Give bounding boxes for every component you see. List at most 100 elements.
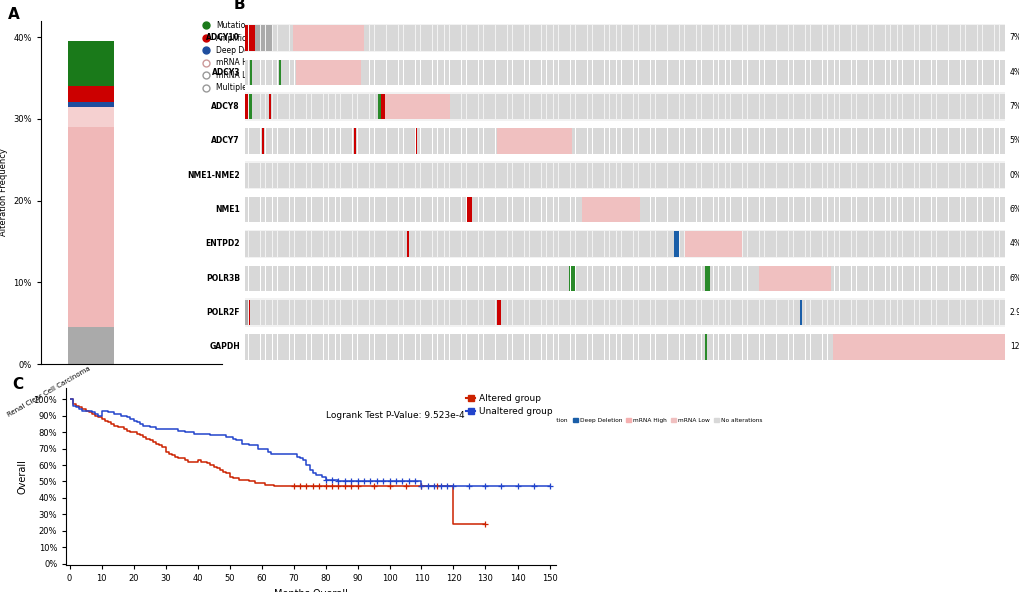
Bar (958, 128, 959, 153)
Bar (713, 25, 714, 50)
Bar (868, 197, 869, 222)
Bar (609, 60, 610, 85)
Bar (853, 197, 854, 222)
Bar (725, 60, 727, 85)
Bar (650, 197, 651, 222)
Bar (254, 60, 255, 85)
Bar (327, 231, 328, 256)
Bar (757, 300, 758, 325)
Bar (658, 197, 660, 222)
Bar (539, 266, 541, 291)
Bar (549, 266, 551, 291)
Bar (902, 266, 903, 291)
Bar (605, 60, 607, 85)
Bar (556, 94, 557, 119)
Bar (863, 163, 864, 188)
Bar (803, 197, 805, 222)
Bar (791, 300, 793, 325)
Bar (310, 197, 311, 222)
Bar (435, 197, 437, 222)
Bar (651, 197, 653, 222)
Bar (815, 334, 816, 359)
Bar (699, 300, 701, 325)
Bar (813, 25, 815, 50)
Bar (828, 197, 830, 222)
Bar (264, 25, 265, 50)
Bar (345, 266, 346, 291)
Bar (348, 128, 351, 153)
Bar (689, 163, 691, 188)
Bar (643, 60, 645, 85)
Bar (847, 334, 849, 359)
Bar (769, 94, 770, 119)
Bar (551, 163, 552, 188)
Bar (783, 197, 785, 222)
Bar (719, 334, 721, 359)
Bar (842, 300, 844, 325)
Bar (665, 128, 666, 153)
Bar (454, 231, 455, 256)
Bar (391, 197, 393, 222)
Bar (764, 94, 765, 119)
Text: 7%: 7% (1009, 33, 1019, 43)
Bar (801, 266, 803, 291)
Bar (478, 300, 480, 325)
Bar (68, 41, 113, 86)
Bar (811, 334, 813, 359)
Bar (679, 25, 681, 50)
Bar (780, 128, 781, 153)
Bar (821, 94, 823, 119)
Bar (250, 94, 252, 119)
Bar (378, 25, 379, 50)
Bar (347, 300, 348, 325)
Bar (813, 128, 815, 153)
Bar (988, 94, 990, 119)
Bar (366, 197, 367, 222)
Bar (640, 94, 641, 119)
Bar (432, 60, 434, 85)
Bar (498, 25, 500, 50)
Bar (899, 231, 900, 256)
Bar (371, 197, 372, 222)
Bar (796, 300, 798, 325)
Bar (294, 128, 296, 153)
Bar (734, 231, 735, 256)
Bar (543, 197, 544, 222)
Bar (250, 25, 252, 50)
Bar (796, 128, 798, 153)
Bar (623, 231, 625, 256)
Bar (996, 94, 997, 119)
Bar (269, 94, 270, 119)
Bar (929, 266, 930, 291)
Bar (434, 128, 435, 153)
Bar (876, 231, 877, 256)
Bar (282, 266, 284, 291)
Bar (760, 128, 762, 153)
Bar (696, 163, 697, 188)
Bar (322, 94, 323, 119)
Bar (866, 94, 867, 119)
Bar (956, 300, 958, 325)
Bar (902, 231, 903, 256)
Bar (303, 25, 305, 50)
Bar (475, 94, 476, 119)
Bar (605, 300, 607, 325)
Bar (300, 266, 301, 291)
Bar (597, 94, 599, 119)
Bar (879, 231, 881, 256)
Bar (759, 334, 760, 359)
Bar (823, 94, 825, 119)
Bar (327, 266, 328, 291)
Bar (514, 60, 516, 85)
Bar (308, 266, 310, 291)
Bar (861, 163, 862, 188)
Bar (990, 266, 991, 291)
Bar (534, 231, 536, 256)
Bar (267, 266, 269, 291)
Bar (574, 266, 575, 291)
Bar (412, 231, 414, 256)
Bar (410, 94, 412, 119)
Bar (971, 300, 973, 325)
Bar (363, 163, 364, 188)
Bar (270, 25, 272, 50)
